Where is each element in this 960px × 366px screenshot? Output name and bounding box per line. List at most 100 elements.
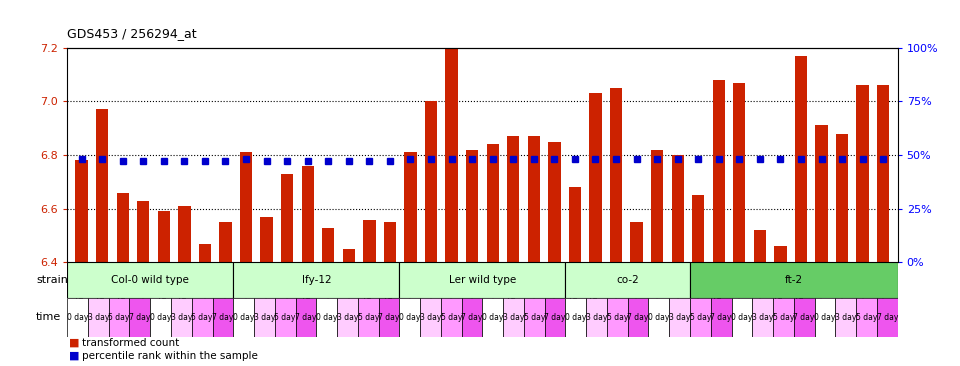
Bar: [610, 88, 622, 262]
Text: 5 day: 5 day: [855, 313, 877, 322]
Text: 3 day: 3 day: [337, 313, 358, 322]
Text: 3 day: 3 day: [171, 313, 192, 322]
Text: 0 day: 0 day: [316, 313, 337, 322]
Text: 0 day: 0 day: [150, 313, 171, 322]
Text: GDS453 / 256294_at: GDS453 / 256294_at: [67, 27, 197, 40]
Text: 7 day: 7 day: [794, 313, 815, 322]
Text: 3 day: 3 day: [503, 313, 524, 322]
Text: 3 day: 3 day: [586, 313, 608, 322]
Bar: [773, 298, 794, 337]
Bar: [544, 298, 565, 337]
Text: 5 day: 5 day: [523, 313, 545, 322]
Bar: [108, 298, 130, 337]
Bar: [565, 298, 587, 337]
Text: 7 day: 7 day: [628, 313, 649, 322]
Text: 3 day: 3 day: [253, 313, 276, 322]
Bar: [712, 80, 725, 262]
Bar: [528, 136, 540, 262]
Text: 7 day: 7 day: [544, 313, 565, 322]
Bar: [876, 298, 898, 337]
Bar: [631, 222, 643, 262]
Bar: [399, 298, 420, 337]
Bar: [137, 201, 150, 262]
Text: 7 day: 7 day: [378, 313, 399, 322]
Bar: [404, 152, 417, 262]
Text: 0 day: 0 day: [399, 313, 420, 322]
Bar: [420, 298, 441, 337]
Bar: [649, 298, 669, 337]
Text: Col-0 wild type: Col-0 wild type: [111, 275, 189, 285]
Bar: [343, 249, 355, 262]
Bar: [856, 298, 876, 337]
Bar: [254, 298, 275, 337]
Text: 7 day: 7 day: [710, 313, 732, 322]
Bar: [281, 174, 294, 262]
Text: 0 day: 0 day: [482, 313, 503, 322]
Bar: [815, 126, 828, 262]
Bar: [130, 298, 150, 337]
Text: 5 day: 5 day: [108, 313, 130, 322]
Text: 0 day: 0 day: [732, 313, 753, 322]
Text: 0 day: 0 day: [565, 313, 587, 322]
Text: lfy-12: lfy-12: [301, 275, 331, 285]
Bar: [877, 85, 889, 262]
Text: percentile rank within the sample: percentile rank within the sample: [82, 351, 257, 361]
Bar: [710, 298, 732, 337]
Bar: [690, 298, 710, 337]
Text: 0 day: 0 day: [67, 313, 88, 322]
Bar: [690, 262, 898, 298]
Bar: [260, 217, 273, 262]
Bar: [835, 298, 856, 337]
Bar: [507, 136, 519, 262]
Bar: [462, 298, 483, 337]
Bar: [88, 298, 108, 337]
Text: 5 day: 5 day: [357, 313, 379, 322]
Bar: [171, 298, 192, 337]
Bar: [317, 298, 337, 337]
Bar: [76, 160, 87, 262]
Text: transformed count: transformed count: [82, 338, 179, 348]
Bar: [199, 244, 211, 262]
Bar: [219, 222, 231, 262]
Bar: [568, 187, 581, 262]
Text: 7 day: 7 day: [876, 313, 898, 322]
Text: 0 day: 0 day: [233, 313, 254, 322]
Bar: [651, 150, 663, 262]
Text: 5 day: 5 day: [607, 313, 628, 322]
Text: 3 day: 3 day: [87, 313, 109, 322]
Bar: [856, 85, 869, 262]
Bar: [363, 220, 375, 262]
Text: 0 day: 0 day: [648, 313, 669, 322]
Bar: [192, 298, 212, 337]
Text: 7 day: 7 day: [462, 313, 483, 322]
Bar: [794, 298, 814, 337]
Bar: [275, 298, 296, 337]
Text: Ler wild type: Ler wild type: [448, 275, 516, 285]
Text: 5 day: 5 day: [191, 313, 213, 322]
Bar: [565, 262, 690, 298]
Bar: [775, 246, 786, 262]
Bar: [671, 155, 684, 262]
Bar: [116, 193, 129, 262]
Text: 5 day: 5 day: [773, 313, 794, 322]
Bar: [692, 195, 705, 262]
Bar: [358, 298, 378, 337]
Bar: [814, 298, 835, 337]
Bar: [753, 298, 773, 337]
Text: time: time: [36, 312, 61, 322]
Bar: [466, 150, 478, 262]
Bar: [669, 298, 690, 337]
Bar: [732, 298, 753, 337]
Bar: [487, 144, 499, 262]
Bar: [795, 56, 807, 262]
Bar: [836, 134, 849, 262]
Bar: [754, 230, 766, 262]
Bar: [212, 298, 233, 337]
Text: strain: strain: [36, 275, 68, 285]
Bar: [296, 298, 317, 337]
Bar: [322, 228, 334, 262]
Text: 7 day: 7 day: [212, 313, 233, 322]
Bar: [179, 206, 190, 262]
Text: 5 day: 5 day: [275, 313, 296, 322]
Text: 0 day: 0 day: [814, 313, 835, 322]
